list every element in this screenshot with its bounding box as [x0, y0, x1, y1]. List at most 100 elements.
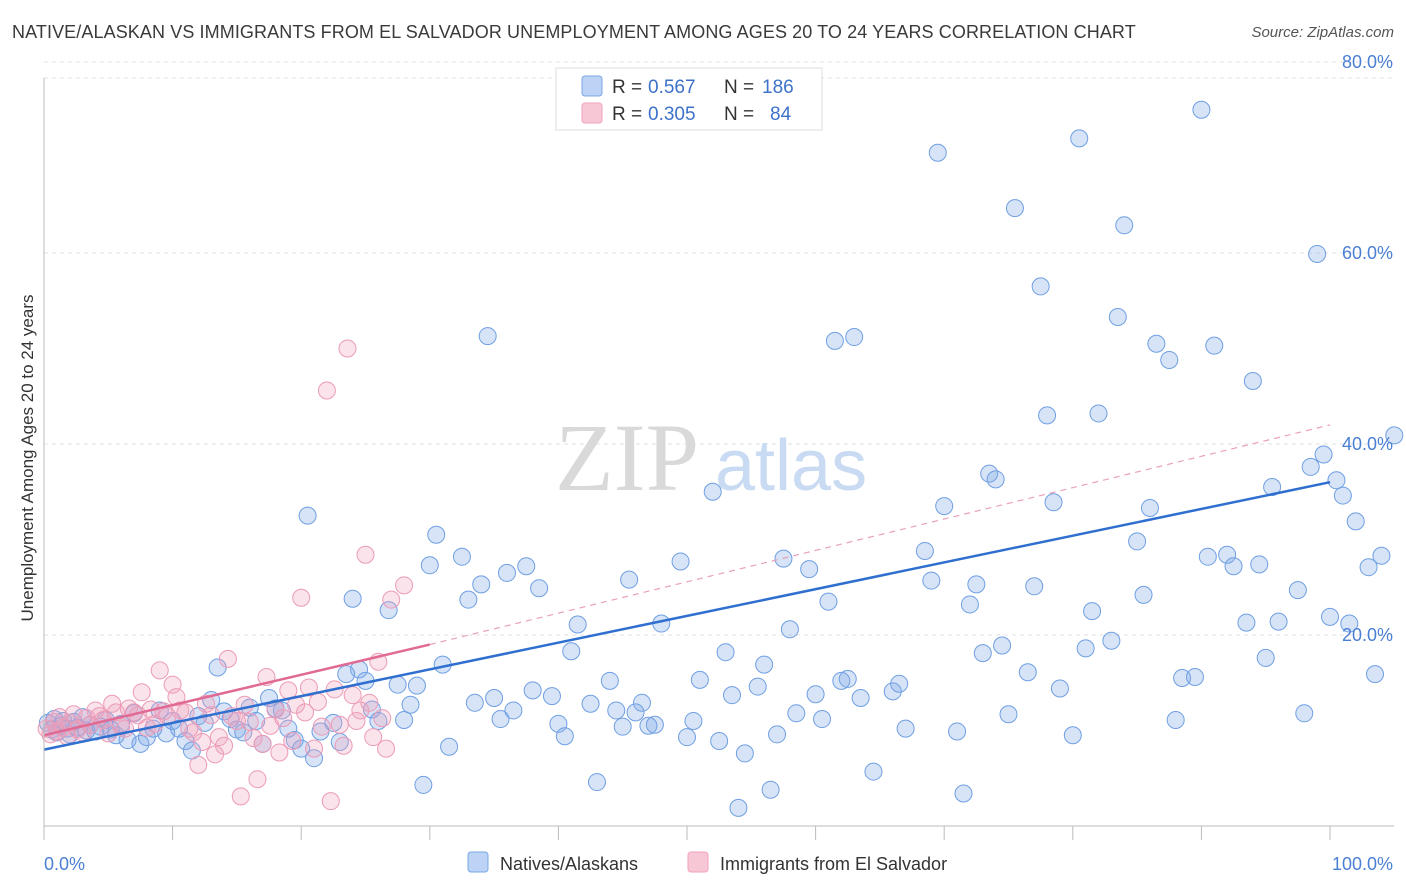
legend-blue-swatch: [581, 75, 603, 97]
natives-point: [1031, 277, 1050, 296]
natives-point: [620, 570, 639, 589]
legend-pink-n-value: 84: [770, 104, 792, 125]
natives-point: [1218, 545, 1237, 564]
natives-point: [1237, 613, 1256, 632]
bottom-legend-blue-swatch: [467, 851, 489, 873]
natives-point: [1160, 350, 1179, 369]
natives-point: [401, 695, 420, 714]
legend-blue-r-value: 0.567: [648, 77, 696, 98]
natives-point: [1288, 581, 1307, 600]
natives-point: [819, 592, 838, 611]
natives-point: [1025, 577, 1044, 596]
natives-point: [440, 737, 459, 756]
natives-point: [703, 482, 722, 501]
natives-point: [542, 687, 561, 706]
immigrants-point: [231, 787, 250, 806]
natives-point: [504, 701, 523, 720]
natives-point: [1333, 486, 1352, 505]
natives-trend-line: [43, 480, 1331, 751]
natives-point: [607, 701, 626, 720]
immigrants-point: [274, 709, 293, 728]
natives-point: [1128, 532, 1147, 551]
natives-point: [1295, 704, 1314, 723]
natives-point: [999, 705, 1018, 724]
natives-point: [587, 773, 606, 792]
immigrants-point: [215, 736, 234, 755]
natives-point: [1192, 100, 1211, 119]
natives-point: [735, 744, 754, 763]
immigrants-point: [347, 711, 366, 730]
natives-point: [626, 703, 645, 722]
immigrants-trend-line: [43, 643, 431, 737]
natives-point: [986, 470, 1005, 489]
immigrants-point: [50, 708, 69, 727]
natives-point: [960, 595, 979, 614]
natives-point: [1243, 371, 1262, 390]
grid-lines: [44, 61, 1394, 636]
immigrants-point: [193, 732, 212, 751]
immigrants-point: [382, 590, 401, 609]
natives-point: [1108, 307, 1127, 326]
legend-blue-n-value: 186: [762, 77, 794, 98]
natives-point: [787, 704, 806, 723]
immigrants-trend-extension: [429, 424, 1331, 646]
natives-point: [915, 541, 934, 560]
immigrants-point: [248, 770, 267, 789]
natives-point: [523, 681, 542, 700]
natives-point: [928, 143, 947, 162]
immigrants-point: [235, 695, 254, 714]
immigrants-point: [299, 678, 318, 697]
natives-point: [388, 675, 407, 694]
natives-point: [613, 717, 632, 736]
natives-point: [1070, 129, 1089, 148]
natives-point: [298, 506, 317, 525]
natives-point: [305, 749, 324, 768]
immigrants-point: [103, 694, 122, 713]
legend-pink-swatch: [581, 102, 603, 124]
natives-point: [1314, 445, 1333, 464]
natives-point: [967, 575, 986, 594]
source-label: Source: ZipAtlas.com: [1251, 24, 1394, 41]
x-tick-label-max: 100.0%: [1332, 854, 1393, 874]
natives-point: [935, 497, 954, 516]
natives-point: [1321, 607, 1339, 626]
y-tick-label-20: 20.0%: [1342, 625, 1393, 645]
natives-point: [1038, 406, 1057, 425]
natives-point: [497, 563, 516, 582]
natives-point: [1173, 668, 1192, 687]
natives-point: [1372, 546, 1391, 565]
natives-point: [1102, 631, 1121, 650]
natives-point: [716, 643, 735, 662]
chart-title: NATIVE/ALASKAN VS IMMIGRANTS FROM EL SAL…: [12, 22, 1136, 42]
bottom-legend-pink-label: Immigrants from El Salvador: [720, 854, 947, 874]
natives-point: [780, 620, 799, 639]
immigrants-point: [395, 576, 414, 595]
natives-point: [1134, 585, 1153, 604]
natives-point: [234, 723, 253, 742]
natives-point: [472, 575, 491, 594]
natives-point: [690, 670, 709, 689]
y-axis-label: Unemployment Among Ages 20 to 24 years: [18, 295, 37, 622]
natives-point: [530, 579, 549, 598]
natives-point: [825, 331, 844, 350]
immigrants-point: [360, 693, 379, 712]
natives-point: [1185, 668, 1204, 687]
natives-point: [1340, 614, 1359, 633]
immigrants-point: [356, 545, 375, 564]
natives-point: [568, 615, 587, 634]
natives-point: [993, 636, 1012, 655]
series-natives-points: [38, 100, 1404, 817]
immigrants-point: [296, 703, 315, 722]
natives-point: [292, 739, 311, 758]
natives-point: [600, 671, 619, 690]
natives-point: [761, 780, 780, 799]
immigrants-point: [312, 717, 331, 736]
legend-pink-r-label: R =: [612, 104, 642, 125]
natives-point: [1224, 557, 1243, 576]
immigrants-point: [167, 688, 186, 707]
natives-point: [1018, 663, 1037, 682]
immigrants-point: [305, 739, 324, 758]
natives-point: [832, 671, 851, 690]
bottom-legend: Natives/Alaskans Immigrants from El Salv…: [467, 851, 947, 874]
